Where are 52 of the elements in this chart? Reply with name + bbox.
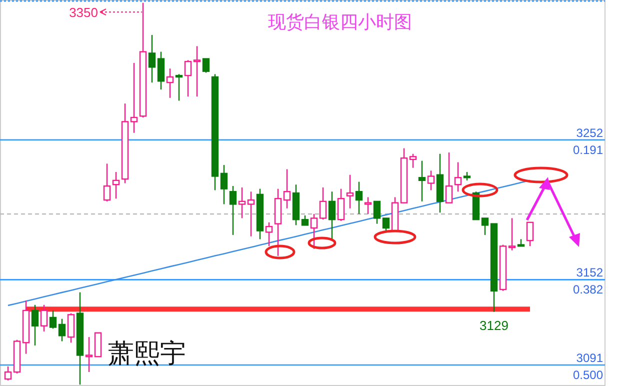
candlestick	[373, 200, 381, 224]
candlestick	[427, 170, 435, 191]
candlestick	[58, 318, 66, 342]
candlestick	[49, 310, 57, 330]
candlestick	[409, 153, 417, 168]
ref-line-label: 3091	[576, 351, 604, 366]
annotation: 萧熙宇	[108, 338, 186, 368]
candlestick	[4, 366, 12, 382]
annotation: 0.382	[572, 282, 604, 297]
candlestick	[508, 218, 516, 251]
candlestick	[184, 60, 192, 98]
candlestick	[94, 332, 102, 358]
candlestick	[382, 218, 390, 233]
candlestick	[166, 68, 174, 98]
candlestick	[67, 312, 75, 344]
candlestick	[103, 163, 111, 202]
candlestick	[157, 51, 165, 90]
candlestick	[220, 164, 228, 205]
candlestick	[526, 222, 534, 247]
candlestick	[418, 160, 426, 202]
candlestick	[148, 34, 156, 84]
annotation: 0.191	[572, 142, 604, 157]
candlestick	[247, 191, 255, 237]
candlestick	[112, 171, 120, 200]
candlestick	[265, 222, 273, 247]
annotation: 0.500	[572, 368, 604, 382]
candlestick	[229, 185, 237, 236]
candlestick	[175, 74, 183, 102]
ref-line-label: 3252	[576, 126, 604, 140]
candlestick	[310, 213, 318, 250]
candlestick	[346, 174, 354, 209]
candlestick	[130, 62, 138, 134]
text: 现货白银四小时图	[268, 12, 412, 32]
candlestick	[355, 181, 363, 215]
candlestick	[481, 218, 489, 236]
candlestick	[193, 46, 201, 98]
candlestick	[40, 304, 48, 332]
annotation: 3129	[480, 318, 508, 333]
candlestick	[238, 186, 246, 219]
candlestick	[319, 186, 327, 220]
candlestick	[337, 188, 345, 222]
candlestick	[364, 196, 372, 215]
candlestick	[85, 336, 93, 373]
candlestick	[328, 191, 336, 242]
candlestick	[283, 168, 291, 209]
annotation: 3350	[69, 5, 98, 20]
candlestick	[454, 162, 462, 192]
candlestick	[445, 152, 453, 204]
candlestick	[31, 304, 39, 346]
candlestick	[202, 58, 210, 74]
ref-line-label: 3152	[576, 266, 604, 280]
candlestick	[301, 214, 309, 226]
